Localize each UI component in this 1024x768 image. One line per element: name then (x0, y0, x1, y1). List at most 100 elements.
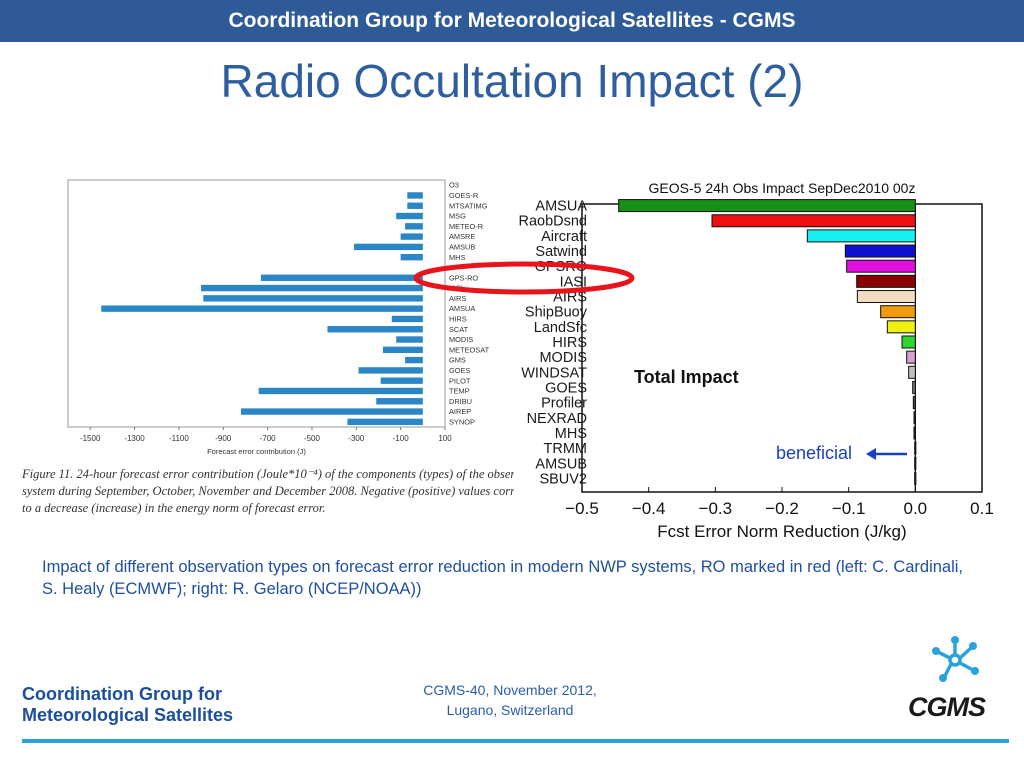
left-bar (407, 192, 423, 199)
right-bar (914, 456, 917, 470)
beneficial-arrow-head (866, 448, 876, 460)
right-bar (846, 259, 916, 273)
right-category-label: Satwind (535, 244, 587, 260)
right-x-tick-label: −0.5 (565, 499, 599, 518)
left-category-label: SCAT (449, 325, 469, 334)
left-category-label: GPS-RO (449, 273, 478, 282)
left-bar (376, 398, 423, 405)
right-bar-chart: GEOS-5 24h Obs Impact SepDec2010 00z AMSU… (518, 180, 994, 541)
right-category-label: AIRS (553, 290, 587, 306)
right-x-tick-label: −0.4 (632, 499, 666, 518)
right-bar (711, 214, 916, 228)
left-bar (382, 346, 423, 354)
right-x-tick-label: −0.3 (699, 499, 733, 518)
left-bar (260, 274, 423, 281)
left-bar (396, 212, 423, 220)
left-x-tick-label: -1100 (169, 434, 189, 443)
right-bar (914, 471, 917, 485)
total-impact-annotation: Total Impact (634, 367, 739, 387)
left-bar (405, 356, 423, 364)
right-category-label: ShipBuoy (525, 305, 588, 321)
right-category-label: RaobDsnd (518, 214, 587, 230)
left-category-label: IASI (449, 284, 463, 293)
right-x-tick-label: −0.2 (765, 499, 799, 518)
left-bar (358, 367, 423, 374)
right-category-label: WINDSAT (521, 365, 587, 381)
right-x-tick-label: 0.1 (970, 499, 994, 518)
right-category-label: AMSUA (535, 199, 587, 215)
right-bar (856, 274, 916, 288)
right-category-label: GPSRO (535, 259, 587, 275)
right-bar (908, 365, 916, 379)
left-category-label: GOES (449, 366, 470, 375)
left-category-label: AMSRE (449, 232, 475, 241)
footer-conf-line-2: Lugano, Switzerland (446, 702, 574, 718)
left-bar (405, 223, 423, 230)
left-caption-line-3: to a decrease (increase) in the energy n… (22, 501, 326, 515)
left-bar (400, 253, 423, 261)
left-x-tick-label: -300 (348, 434, 365, 443)
cgms-logo-text: CGMS (908, 692, 986, 722)
left-category-label: MODIS (449, 335, 473, 344)
left-category-label: GMS (449, 356, 466, 365)
right-category-label: AMSUB (535, 456, 587, 472)
right-category-label: SBUV2 (539, 471, 587, 487)
left-category-label: TEMP (449, 387, 470, 396)
left-x-tick-label: -1300 (124, 434, 145, 443)
left-category-label: AIREP (449, 407, 471, 416)
right-category-label: Profiler (541, 396, 587, 412)
left-bar (327, 326, 423, 333)
left-category-label: AMSUA (449, 304, 475, 313)
right-bar (913, 411, 916, 425)
left-plot-frame (67, 179, 446, 428)
footer-org-line-1: Coordination Group for (22, 684, 222, 704)
footer-conf-line-1: CGMS-40, November 2012, (423, 682, 597, 698)
footer-organization: Coordination Group for Meteorological Sa… (22, 684, 233, 726)
left-bar (391, 315, 423, 323)
left-bar (380, 377, 423, 384)
right-category-label: NEXRAD (527, 411, 587, 427)
left-caption-line-2: system during September, October, Novemb… (22, 484, 514, 498)
left-x-tick-label: -100 (393, 434, 410, 443)
left-bar (354, 243, 423, 251)
left-category-label: DRIBU (449, 397, 472, 406)
left-bar (240, 408, 423, 415)
left-x-tick-label: 100 (438, 434, 452, 443)
right-category-label: GOES (545, 380, 587, 396)
right-x-tick-label: −0.1 (832, 499, 866, 518)
right-category-label: MHS (555, 426, 587, 442)
header-bar: Coordination Group for Meteorological Sa… (0, 0, 1024, 42)
right-category-label: Aircraft (541, 229, 587, 245)
left-bar (347, 418, 423, 426)
right-bar (912, 380, 916, 394)
left-bar (203, 295, 423, 302)
right-x-axis-label: Fcst Error Norm Reduction (J/kg) (657, 522, 906, 541)
left-category-label: O3 (449, 181, 459, 190)
right-bar (618, 199, 916, 213)
right-bar (906, 350, 916, 364)
left-x-axis-label: Forecast error contribution (J) (207, 447, 306, 456)
left-category-label: AIRS (449, 294, 466, 303)
left-bar (101, 305, 423, 312)
right-bar (914, 441, 917, 455)
left-category-label: METEO-R (449, 222, 483, 231)
left-x-tick-label: -1500 (80, 434, 101, 443)
header-title: Coordination Group for Meteorological Sa… (228, 9, 796, 32)
right-bar (886, 320, 916, 334)
beneficial-annotation: beneficial (776, 443, 852, 463)
right-category-label: HIRS (552, 335, 587, 351)
left-category-label: MTSATIMG (449, 201, 488, 210)
left-category-label: GOES-R (449, 191, 478, 200)
footer-conference: CGMS-40, November 2012, Lugano, Switzerl… (360, 680, 660, 720)
left-figure-caption: Figure 11. 24-hour forecast error contri… (22, 466, 514, 524)
right-bar (856, 290, 916, 304)
left-caption-line-1: Figure 11. 24-hour forecast error contri… (22, 467, 514, 481)
right-bar (880, 305, 916, 319)
right-bar (912, 396, 916, 410)
footer-org-line-2: Meteorological Satellites (22, 705, 234, 725)
left-category-label: HIRS (449, 315, 467, 324)
right-bar (913, 426, 916, 440)
right-chart-title: GEOS-5 24h Obs Impact SepDec2010 00z (649, 180, 916, 196)
left-bar (396, 336, 423, 343)
